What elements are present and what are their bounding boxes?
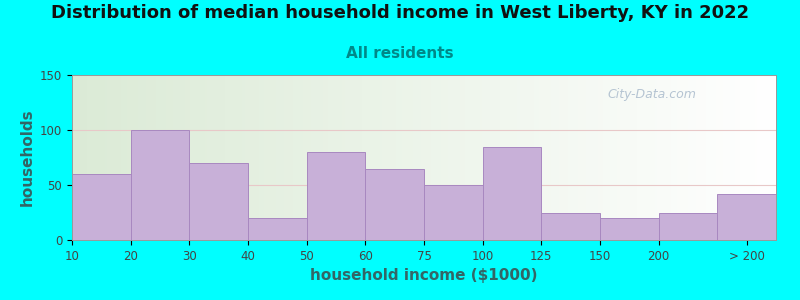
- Bar: [306, 152, 366, 240]
- Bar: [482, 146, 542, 240]
- Bar: [366, 169, 424, 240]
- Bar: [190, 163, 248, 240]
- Bar: [542, 212, 600, 240]
- Bar: [718, 194, 776, 240]
- Bar: [600, 218, 658, 240]
- Y-axis label: households: households: [19, 109, 34, 206]
- Bar: [130, 130, 190, 240]
- Text: All residents: All residents: [346, 46, 454, 62]
- Bar: [248, 218, 306, 240]
- Bar: [658, 212, 718, 240]
- Bar: [424, 185, 482, 240]
- Text: City-Data.com: City-Data.com: [607, 88, 696, 101]
- Text: Distribution of median household income in West Liberty, KY in 2022: Distribution of median household income …: [51, 4, 749, 22]
- Bar: [72, 174, 130, 240]
- X-axis label: household income ($1000): household income ($1000): [310, 268, 538, 283]
